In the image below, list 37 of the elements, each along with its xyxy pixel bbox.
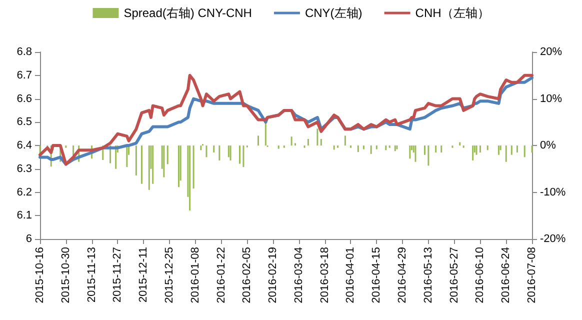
x-tick-label: 2016-01-22 (215, 247, 228, 304)
x-tick-label: 2015-11-27 (112, 247, 124, 302)
y-tick-label: 6.1 (16, 210, 32, 222)
x-tick-label: 2015-10-30 (60, 247, 72, 304)
y-tick-label: 6 (26, 233, 32, 245)
x-tick-label: 2016-05-27 (448, 247, 460, 304)
x-tick-label: 2016-04-15 (370, 247, 383, 304)
x-tick-label: 2015-12-25 (163, 247, 176, 304)
y-tick-label: 6.2 (16, 186, 32, 198)
x-tick-label: 2016-04-01 (344, 247, 357, 304)
x-tick-label: 2016-03-18 (318, 247, 331, 304)
x-tick-label: 2016-06-24 (500, 247, 512, 304)
x-tick-label: 2016-07-08 (526, 247, 538, 304)
x-tick-label: 2015-10-16 (34, 247, 46, 304)
x-tick-label: 2016-04-29 (396, 247, 409, 304)
y-tick-label: 6.8 (16, 46, 32, 58)
y-tick-label: 6.3 (16, 162, 32, 175)
x-tick-label: 2016-02-05 (241, 247, 254, 304)
x-tick-label: 2015-12-11 (138, 247, 150, 302)
y-tick-label: 6.6 (16, 92, 32, 105)
x-tick-label: 2015-11-13 (86, 247, 98, 302)
y-tick-label: 6.5 (16, 116, 32, 128)
x-tick-label: 2016-01-08 (189, 247, 202, 304)
x-tick-label: 2016-06-10 (474, 247, 486, 304)
y2-tick-label: -10% (540, 186, 566, 198)
legend-label: CNH（左轴） (415, 6, 490, 20)
y2-tick-label: 0% (540, 140, 556, 152)
legend-label: CNY(左轴) (304, 6, 362, 20)
y2-tick-label: 10% (540, 92, 562, 105)
legend-label: Spread(右轴) CNY-CNH (124, 6, 252, 20)
x-tick-label: 2016-02-19 (267, 247, 280, 304)
x-tick-label: 2016-03-04 (292, 247, 305, 304)
y-tick-label: 6.4 (16, 140, 32, 152)
y-tick-label: 6.7 (16, 69, 32, 82)
x-tick-label: 2016-05-13 (422, 247, 434, 304)
y2-tick-label: 20% (540, 46, 562, 58)
y2-tick-label: -20% (540, 233, 566, 245)
